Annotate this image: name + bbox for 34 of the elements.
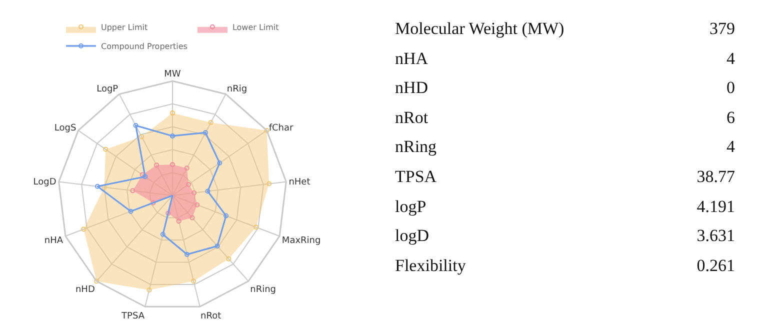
spoke-label: LogP xyxy=(96,84,119,95)
spoke-label: LogD xyxy=(33,177,56,188)
spoke-label: TPSA xyxy=(120,312,146,322)
text: 38.77 xyxy=(696,166,735,188)
spoke-label: nRig xyxy=(226,84,248,95)
legend-label: Compound Properties xyxy=(101,42,188,52)
spoke-label: MaxRing xyxy=(282,236,321,246)
text: Molecular Weight (MW) xyxy=(395,18,564,40)
spoke-label: nHA xyxy=(44,236,64,246)
text: Flexibility xyxy=(395,254,466,277)
spoke-label: LogS xyxy=(54,124,76,134)
text: TPSA xyxy=(395,166,437,188)
text: nRing xyxy=(395,136,437,158)
legend-label: Lower Limit xyxy=(232,23,279,32)
spoke-label: nRing xyxy=(250,284,276,295)
text: logP xyxy=(395,196,426,218)
text: nRot xyxy=(395,106,428,129)
text: 4.191 xyxy=(696,196,735,218)
text: 3.631 xyxy=(696,225,735,248)
text: 379 xyxy=(710,18,735,40)
text: nHA xyxy=(395,48,428,70)
text: 4 xyxy=(726,48,735,70)
text: 6 xyxy=(726,106,735,129)
spoke-label: MW xyxy=(164,70,181,80)
text: logD xyxy=(395,225,429,248)
text: 0.261 xyxy=(696,254,735,277)
text: nHD xyxy=(395,77,428,100)
legend-label: Upper Limit xyxy=(101,23,148,32)
text: 0 xyxy=(726,77,735,100)
spoke-label: fChar xyxy=(268,124,294,134)
spoke-label: nHD xyxy=(75,284,95,295)
text: 4 xyxy=(726,136,735,158)
spoke-label: nRot xyxy=(200,312,222,322)
spoke-label: nHet xyxy=(288,177,311,188)
